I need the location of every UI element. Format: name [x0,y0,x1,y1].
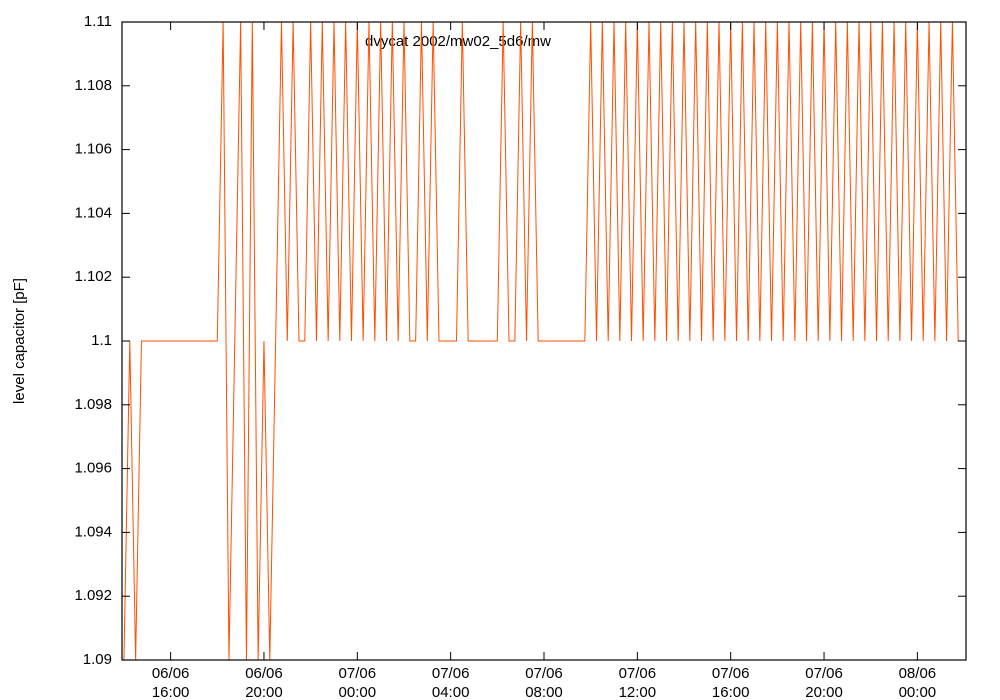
y-tick-label: 1.1 [91,332,112,349]
y-tick-label: 1.092 [74,587,112,604]
x-tick-label: 07/06 [805,665,843,682]
x-tick-label: 08:00 [525,684,563,700]
x-tick-label: 08/06 [899,665,937,682]
y-tick-label: 1.104 [74,204,112,221]
x-tick-label: 20:00 [245,684,283,700]
plot-frame [121,21,967,661]
x-tick-label: 07/06 [712,665,750,682]
x-tick-label: 06/06 [245,665,283,682]
x-tick-label: 07/06 [339,665,377,682]
chart-title: dvycat 2002/mw02_5d6/mw [365,33,551,50]
y-tick-label: 1.102 [74,268,112,285]
data-line [123,21,965,661]
x-tick-label: 12:00 [619,684,657,700]
y-tick-label: 1.094 [74,523,112,540]
y-axis-label: level capacitor [pF] [11,278,28,404]
x-tick-label: 20:00 [805,684,843,700]
x-tick-label: 16:00 [712,684,750,700]
y-tick-label: 1.11 [84,13,112,30]
y-tick-label: 1.106 [74,141,112,158]
x-tick-label: 00:00 [899,684,937,700]
x-tick-label: 16:00 [152,684,190,700]
x-tick-label: 00:00 [339,684,377,700]
x-tick-label: 07/06 [619,665,657,682]
y-tick-label: 1.108 [74,77,112,94]
y-tick-label: 1.096 [74,460,112,477]
x-tick-label: 06/06 [152,665,190,682]
x-tick-label: 07/06 [432,665,470,682]
y-tick-label: 1.098 [74,396,112,413]
x-tick-label: 07/06 [525,665,563,682]
x-tick-label: 04:00 [432,684,470,700]
y-tick-label: 1.09 [83,651,112,668]
